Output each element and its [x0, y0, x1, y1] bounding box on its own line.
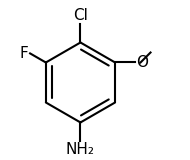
Text: O: O [136, 55, 148, 70]
Text: F: F [20, 46, 28, 61]
Text: NH₂: NH₂ [66, 142, 95, 156]
Text: Cl: Cl [73, 8, 88, 23]
